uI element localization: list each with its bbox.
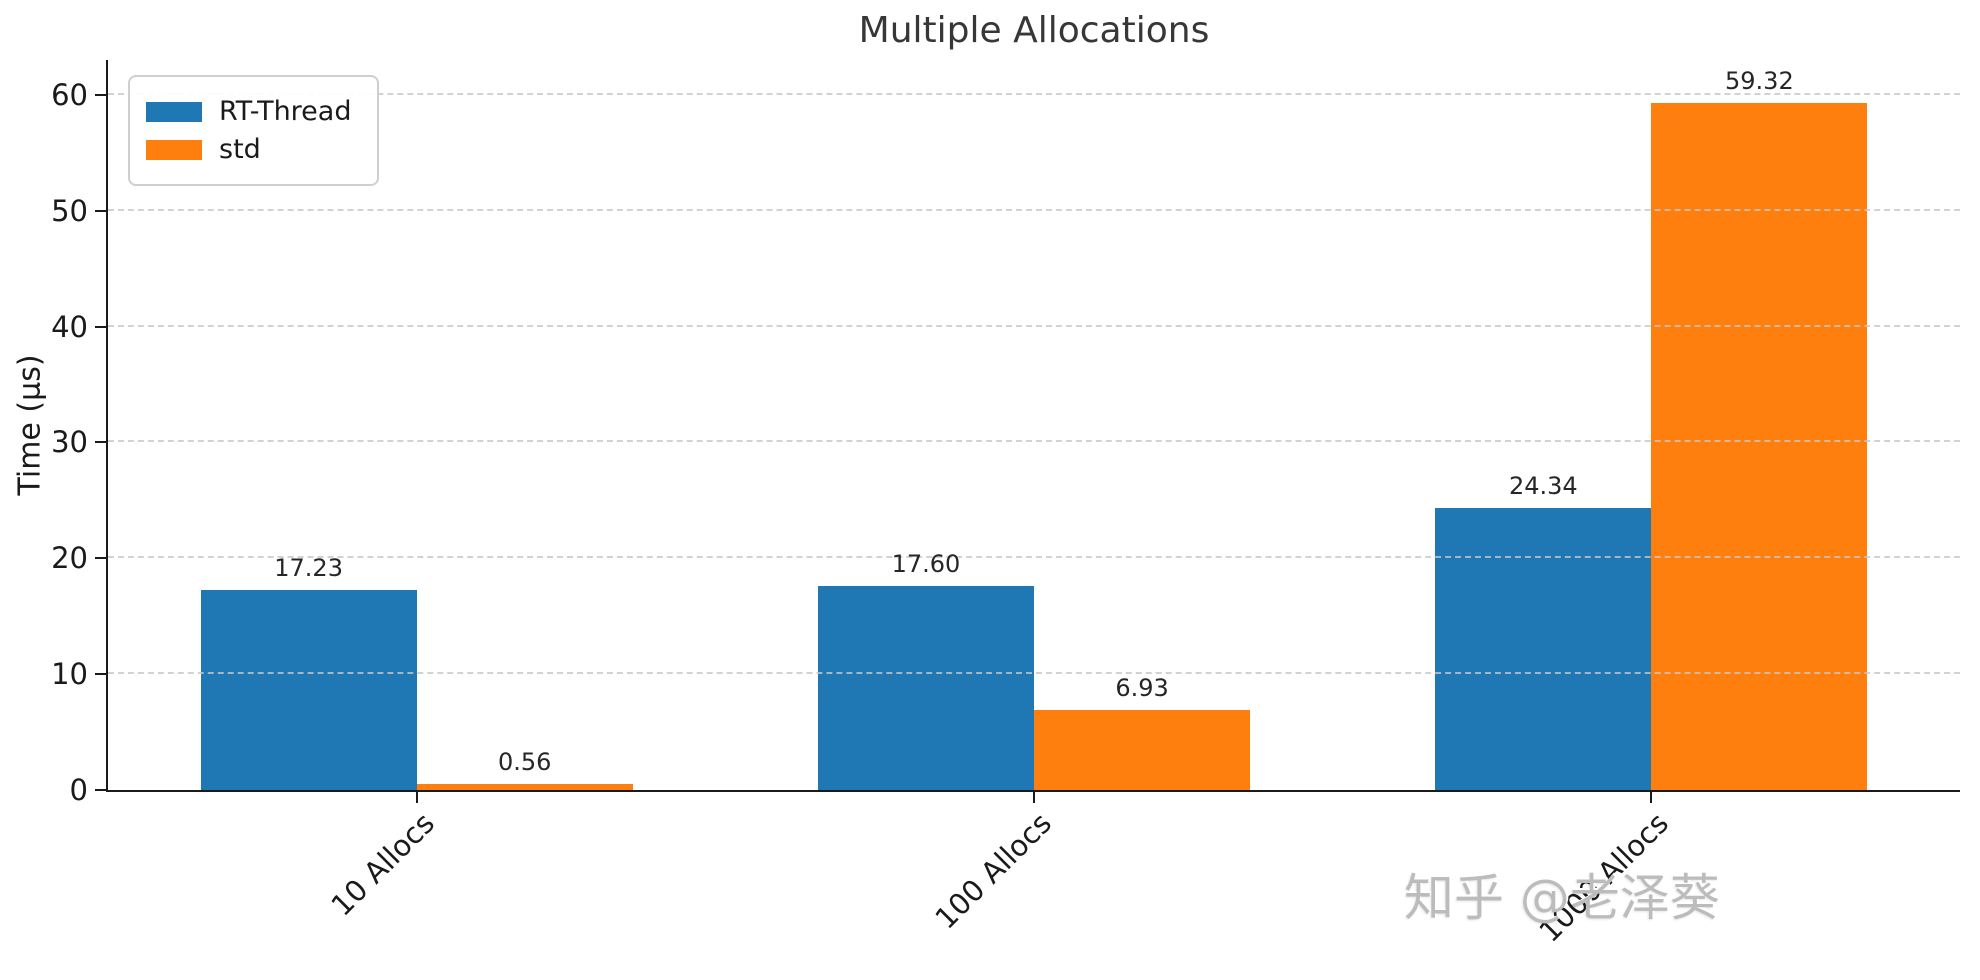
y-tick-label: 20 <box>51 541 88 576</box>
gridline <box>108 208 1960 211</box>
y-tick-label: 50 <box>51 193 88 228</box>
bar-std <box>1034 709 1251 790</box>
y-axis-label: Time (μs) <box>12 354 48 496</box>
x-tick-mark <box>1033 792 1035 803</box>
y-tick-mark <box>95 789 106 791</box>
gridline <box>108 556 1960 559</box>
y-tick-label: 0 <box>69 773 88 807</box>
x-tick-label: 100 Allocs <box>928 806 1059 936</box>
x-tick-mark <box>1650 792 1653 803</box>
legend-label: std <box>219 134 261 165</box>
legend-swatch-icon <box>146 101 202 122</box>
watermark: 知乎 @老泽葵 <box>1404 869 1720 927</box>
y-tick-label: 60 <box>51 77 88 112</box>
plot-area: RT-Thread std 0 10 20 30 40 50 60 10 Allocs 17.2… <box>51 60 1960 949</box>
legend-item-rt-thread: RT-Thread <box>146 96 351 127</box>
bar-std <box>1651 102 1868 790</box>
bar-value-label: 59.32 <box>1725 66 1794 95</box>
y-tick-mark <box>95 557 106 560</box>
x-axis-spine <box>106 790 1960 792</box>
gridline <box>108 324 1960 327</box>
legend-swatch-icon <box>146 139 202 160</box>
bar-value-label: 0.56 <box>497 747 552 776</box>
bar-value-label: 6.93 <box>1115 673 1169 702</box>
legend-label: RT-Thread <box>219 96 352 127</box>
bar-value-label: 17.60 <box>891 550 961 579</box>
chart-title: Multiple Allocations <box>858 10 1210 51</box>
bar-rt-thread <box>200 590 417 790</box>
y-tick-label: 30 <box>51 425 88 460</box>
x-tick-mark <box>415 792 418 803</box>
legend-item-std: std <box>146 134 351 165</box>
bar-value-label: 17.23 <box>274 554 343 583</box>
y-tick-mark <box>95 93 106 96</box>
legend: RT-Thread std <box>128 75 380 186</box>
y-tick-mark <box>95 209 106 212</box>
y-tick-label: 10 <box>51 657 88 692</box>
bar-value-label: 24.34 <box>1508 471 1578 500</box>
bar-std <box>416 783 633 790</box>
bar-rt-thread <box>1435 507 1652 790</box>
y-axis-spine <box>106 60 108 792</box>
gridline <box>108 92 1960 95</box>
y-tick-mark <box>95 325 106 328</box>
y-tick-mark <box>95 673 106 676</box>
gridline <box>108 672 1960 675</box>
x-tick-label: 10 Allocs <box>324 806 441 923</box>
y-tick-label: 40 <box>51 309 88 344</box>
gridline <box>108 440 1960 443</box>
y-tick-mark <box>95 441 106 444</box>
bar-rt-thread <box>817 586 1034 790</box>
